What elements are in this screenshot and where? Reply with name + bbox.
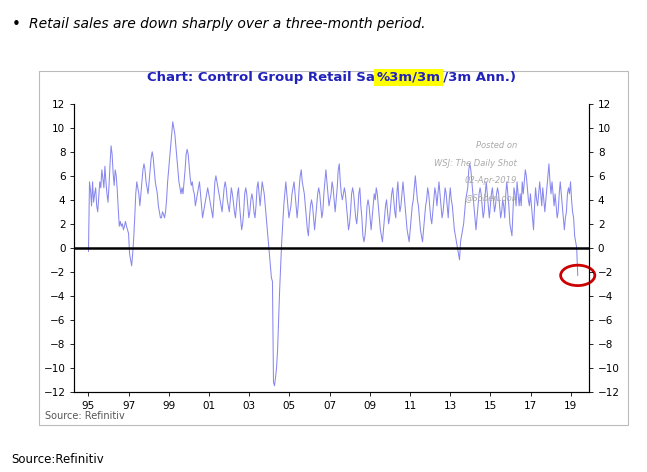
Text: WSJ: The Daily Shot: WSJ: The Daily Shot bbox=[434, 159, 517, 168]
Text: Posted on: Posted on bbox=[476, 141, 517, 150]
Text: •: • bbox=[12, 17, 21, 32]
Text: 02-Apr-2019: 02-Apr-2019 bbox=[465, 176, 517, 185]
Text: %3m/3m: %3m/3m bbox=[377, 71, 441, 84]
Text: @SoberLook: @SoberLook bbox=[464, 193, 517, 202]
Text: Source:Refinitiv: Source:Refinitiv bbox=[12, 453, 104, 466]
Text: Source: Refinitiv: Source: Refinitiv bbox=[45, 411, 125, 421]
Text: Chart: Control Group Retail Sales (%3m/3m Ann.): Chart: Control Group Retail Sales (%3m/3… bbox=[147, 71, 516, 84]
Text: Chart: Control Group Retail Sales (%3m/3m Ann.): Chart: Control Group Retail Sales (%3m/3… bbox=[147, 71, 516, 84]
Text: Retail sales are down sharply over a three-month period.: Retail sales are down sharply over a thr… bbox=[29, 17, 426, 31]
